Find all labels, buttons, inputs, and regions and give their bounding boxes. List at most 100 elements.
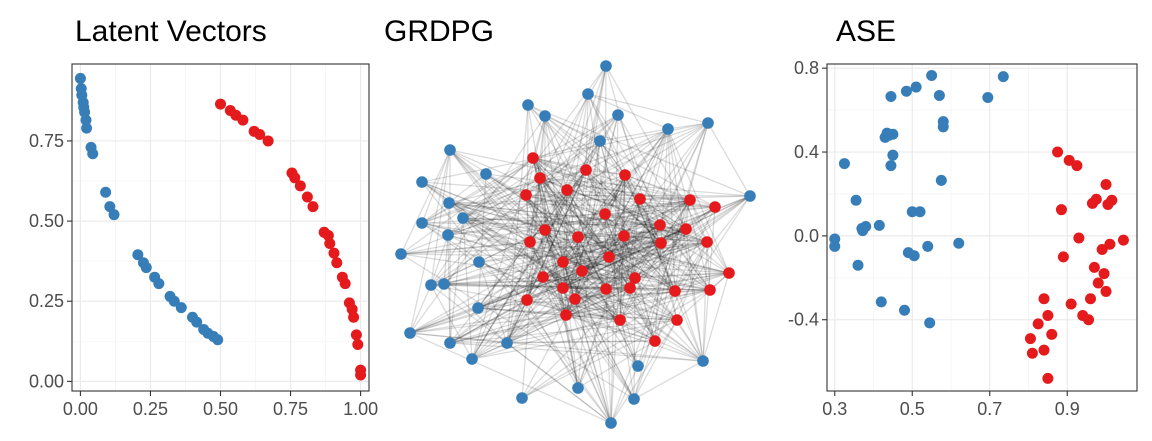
network-edge [660, 199, 691, 244]
network-edge [674, 272, 730, 292]
network-edge [562, 287, 612, 424]
ase-point-red [1083, 314, 1095, 326]
network-edge [574, 236, 579, 300]
network-edge [544, 229, 567, 316]
network-edge [532, 157, 568, 191]
network-edge [421, 177, 541, 224]
network-node-red [671, 314, 683, 326]
network-edge [623, 235, 708, 243]
network-edge [462, 217, 704, 362]
network-edge [447, 234, 631, 289]
network-edge [624, 174, 662, 244]
network-edge [539, 177, 583, 272]
network-edge [623, 235, 631, 289]
network-edge [462, 217, 661, 226]
ase-point-blue [937, 121, 949, 133]
ase-point-red [1046, 328, 1058, 340]
network-edge [610, 319, 678, 424]
network-edge [574, 298, 635, 400]
network-edge [409, 256, 610, 334]
network-edge [443, 283, 508, 344]
network-edge [633, 360, 704, 400]
network-edge [447, 234, 576, 300]
network-edge [527, 104, 636, 279]
network-edge [400, 241, 531, 255]
latent-point-blue [153, 278, 165, 290]
network-edge [539, 177, 661, 226]
network-edge [577, 122, 709, 389]
network-edge [565, 128, 669, 316]
network-node-red [701, 236, 713, 248]
network-edge [542, 189, 568, 278]
ase-point-blue [910, 81, 922, 93]
network-edge [529, 241, 564, 263]
network-edge [449, 149, 531, 243]
network-edge [565, 289, 711, 316]
network-edge [532, 157, 612, 424]
network-edge [506, 195, 751, 344]
network-edge [542, 228, 687, 278]
network-edge [526, 241, 708, 301]
latent-point-blue [100, 186, 112, 198]
network-edge [443, 228, 687, 285]
network-edge [674, 199, 691, 292]
network-edge [581, 242, 662, 272]
network-edge [521, 287, 631, 399]
network-node-blue [466, 353, 478, 365]
latent-point-red [254, 129, 266, 141]
network-edge [581, 199, 691, 272]
ase-point-red [1063, 154, 1075, 166]
network-edge [477, 307, 621, 321]
ase-point-red [1096, 244, 1108, 256]
latent-x-tick-label: 1.00 [343, 399, 378, 419]
network-edge [544, 174, 626, 231]
network-edge [448, 169, 587, 204]
network-edge [634, 195, 751, 279]
network-edge [449, 195, 751, 344]
network-edge [532, 115, 546, 159]
network-edge [443, 114, 619, 285]
network-edge [604, 213, 631, 289]
network-edge [409, 314, 567, 334]
network-edge [526, 169, 587, 301]
network-edge [565, 195, 751, 316]
network-edge [619, 228, 687, 321]
network-edge [574, 228, 687, 300]
network-edge [619, 224, 661, 321]
network-edge [529, 241, 730, 274]
network-edge [449, 149, 662, 244]
network-edge [544, 128, 669, 231]
network-edge [633, 319, 678, 400]
network-edge [529, 241, 564, 289]
ase-point-red [1038, 344, 1050, 356]
network-edge [471, 289, 711, 360]
network-node-red [557, 256, 569, 268]
ase-point-red [1100, 179, 1112, 191]
ase-point-red [1065, 298, 1077, 310]
network-edge [562, 93, 589, 263]
network-node-blue [404, 327, 416, 339]
network-edge [604, 213, 676, 292]
network-edge [400, 149, 451, 255]
network-edge [471, 319, 678, 360]
network-edge [608, 256, 678, 321]
network-edge [604, 206, 716, 215]
network-edge [544, 115, 626, 176]
network-edge [421, 173, 487, 224]
network-edge [409, 236, 579, 334]
network-node-red [572, 231, 584, 243]
network-node-red [629, 272, 641, 284]
network-edge [585, 65, 607, 171]
network-edge [624, 174, 708, 243]
network-edge [577, 128, 669, 238]
network-edge [506, 213, 606, 344]
network-edge [565, 65, 607, 316]
network-edge [706, 241, 711, 291]
network-edge [421, 181, 656, 342]
network-edge [566, 189, 631, 289]
network-edge [667, 128, 676, 292]
network-edge [443, 234, 449, 285]
latent-point-blue [80, 114, 92, 126]
network-edge [605, 65, 708, 243]
